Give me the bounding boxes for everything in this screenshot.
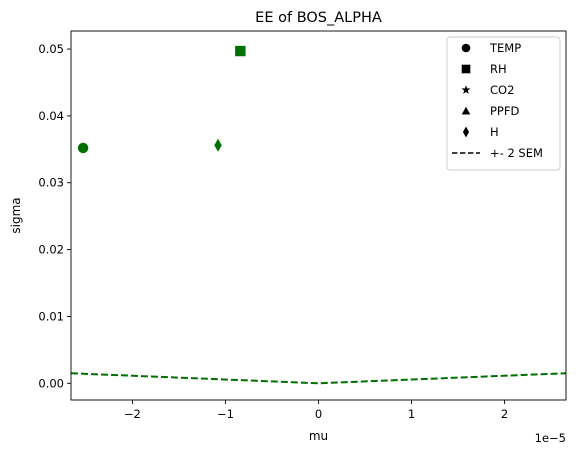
legend-box — [446, 36, 561, 171]
chart-title: EE of BOS_ALPHA — [255, 10, 382, 26]
x-axis-label: mu — [309, 429, 328, 443]
y-tick-label: 0.01 — [38, 309, 64, 323]
x-tick-label: 2 — [501, 407, 508, 421]
y-tick-label: 0.02 — [38, 243, 64, 257]
point-h — [214, 138, 222, 152]
y-axis-label: sigma — [9, 197, 23, 233]
legend-marker-triangle — [461, 106, 471, 115]
legend-marker-square — [461, 64, 471, 74]
plot-area: −2 −1 0 1 2 0.00 0.01 0.02 0.03 0.04 0.05 — [38, 30, 567, 421]
legend-label: TEMP — [489, 41, 521, 55]
x-tick-label: 1 — [408, 407, 415, 421]
y-tick-label: 0.00 — [38, 376, 64, 390]
x-tick-label: −2 — [124, 407, 141, 421]
legend-marker-star — [461, 85, 471, 94]
legend-label: CO2 — [490, 83, 514, 97]
legend-label: PPFD — [490, 104, 519, 118]
legend-label: +- 2 SEM — [490, 146, 543, 160]
legend-label: H — [490, 125, 499, 139]
x-tick-label: −1 — [217, 407, 234, 421]
y-tick-label: 0.05 — [38, 42, 64, 56]
legend-marker-circle — [461, 43, 471, 53]
legend-marker-diamond — [462, 126, 470, 138]
legend-label: RH — [490, 62, 507, 76]
x-tick-label: 0 — [315, 407, 322, 421]
x-offset-label: 1e−5 — [535, 431, 566, 445]
legend: TEMP RH CO2 PPFD H +- 2 SEM — [446, 36, 561, 171]
y-tick-label: 0.03 — [38, 176, 64, 190]
point-temp — [77, 142, 89, 154]
y-tick-label: 0.04 — [38, 109, 64, 123]
point-rh — [235, 45, 246, 57]
